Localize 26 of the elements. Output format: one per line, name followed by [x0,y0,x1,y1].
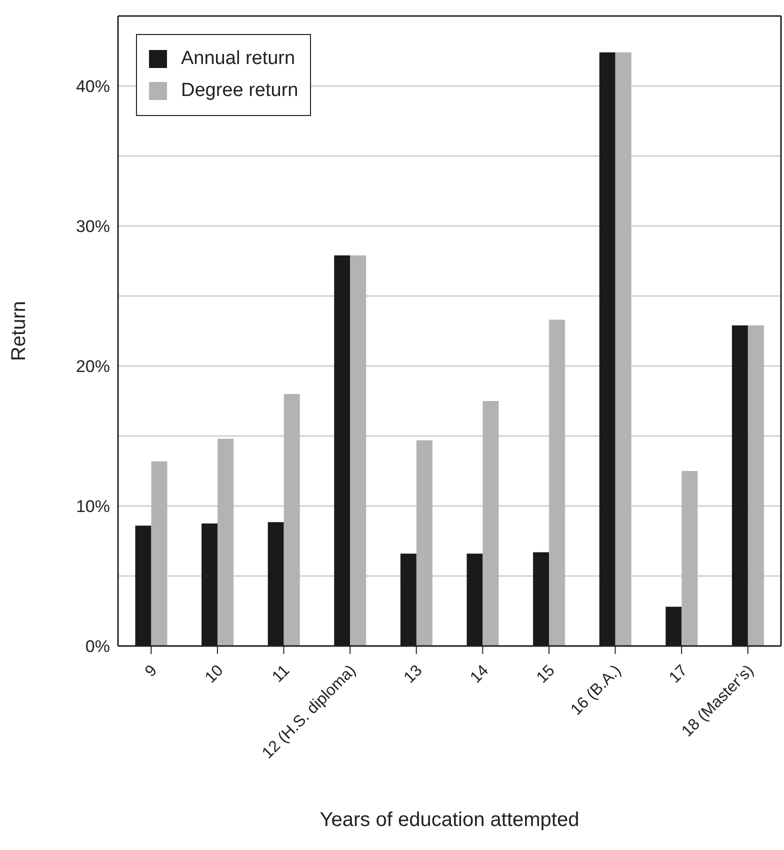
x-tick-label: 14 [467,662,492,687]
x-axis-title: Years of education attempted [320,809,580,831]
x-tick-label: 11 [269,662,294,686]
bar [615,52,632,646]
bar [151,461,168,646]
x-tick-label: 9 [142,662,161,680]
x-tick-label: 13 [401,662,426,687]
y-tick-label: 20% [76,357,110,376]
bar [284,394,300,646]
bar [748,325,764,646]
y-axis-title: Return [8,300,30,362]
bar [350,255,366,646]
legend-label: Degree return [181,79,298,103]
bar [218,438,234,646]
bar [416,440,432,646]
y-tick-label: 30% [76,217,110,236]
bar [549,320,566,646]
x-tick-label: 17 [666,662,691,687]
y-tick-label: 0% [85,637,110,656]
y-tick-label: 40% [76,77,110,96]
x-tick-label: 10 [202,662,227,687]
bar [482,401,499,646]
bar [682,471,698,646]
x-tick-label: 15 [534,662,558,687]
y-tick-label: 10% [76,497,110,516]
legend-label: Annual return [181,47,296,71]
